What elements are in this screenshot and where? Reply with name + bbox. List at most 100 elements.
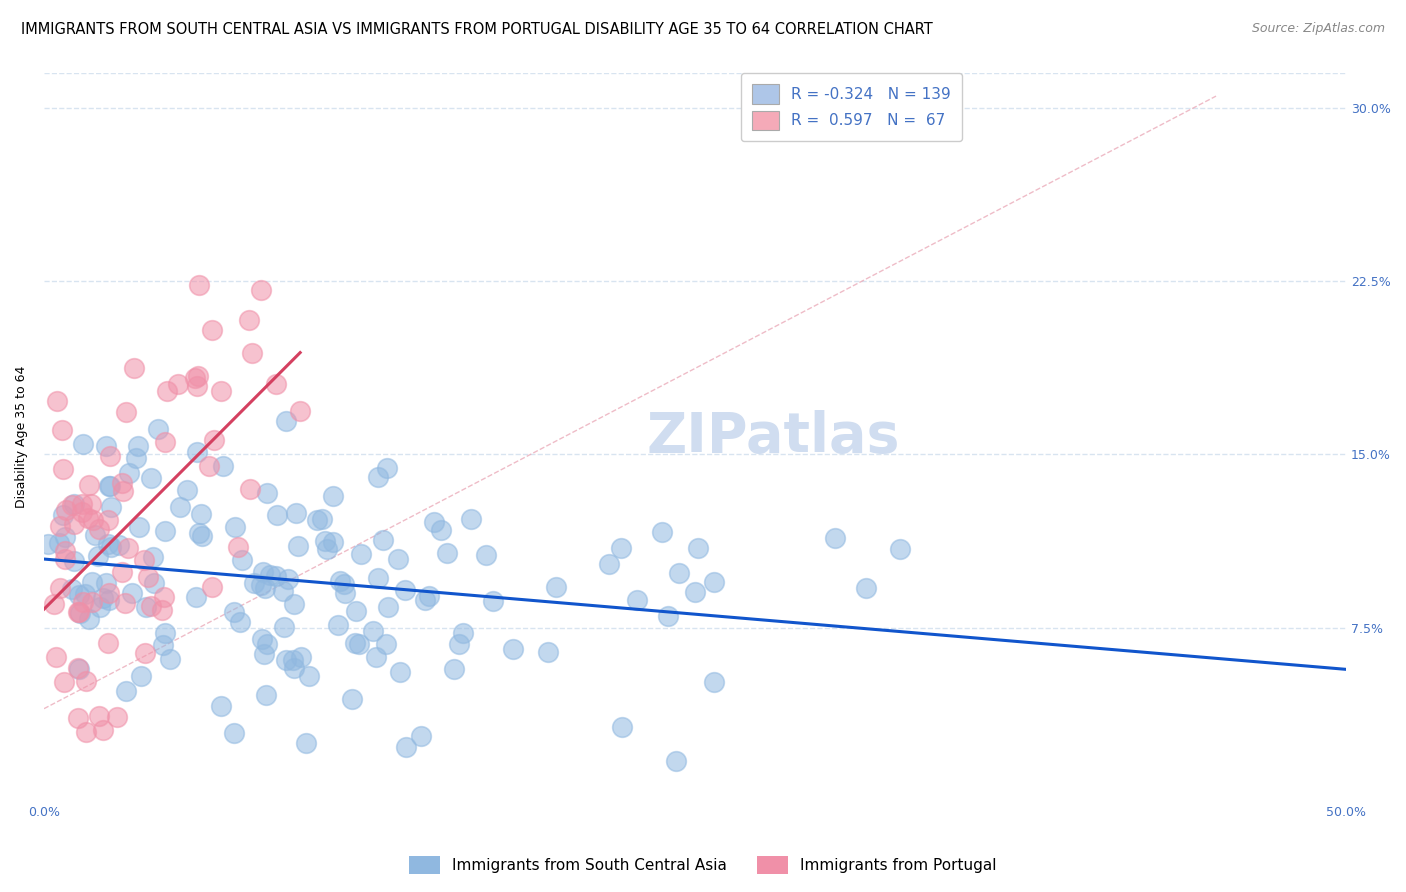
Point xyxy=(100,478,122,492)
Point xyxy=(134,646,156,660)
Point xyxy=(430,524,453,538)
Point xyxy=(349,547,371,561)
Point xyxy=(703,674,725,689)
Point xyxy=(824,531,846,545)
Point xyxy=(98,479,121,493)
Point xyxy=(118,467,141,481)
Point xyxy=(322,489,344,503)
Point xyxy=(191,529,214,543)
Point xyxy=(52,462,75,476)
Point xyxy=(143,575,166,590)
Point xyxy=(55,502,77,516)
Point xyxy=(63,554,86,568)
Point xyxy=(209,699,232,714)
Point xyxy=(42,597,65,611)
Point xyxy=(222,726,245,740)
Point xyxy=(657,609,679,624)
Point xyxy=(67,605,90,619)
Point xyxy=(186,379,208,393)
Point xyxy=(114,596,136,610)
Point xyxy=(60,498,83,512)
Point xyxy=(46,394,69,409)
Point xyxy=(340,692,363,706)
Point xyxy=(274,414,297,428)
Point xyxy=(89,600,111,615)
Point xyxy=(117,541,139,555)
Text: Source: ZipAtlas.com: Source: ZipAtlas.com xyxy=(1251,22,1385,36)
Point xyxy=(84,528,107,542)
Point xyxy=(93,723,115,737)
Point xyxy=(377,600,399,615)
Point xyxy=(475,548,498,562)
Point xyxy=(75,724,97,739)
Point xyxy=(329,574,352,588)
Point xyxy=(132,553,155,567)
Point xyxy=(53,530,76,544)
Point xyxy=(159,652,181,666)
Point xyxy=(367,571,389,585)
Point xyxy=(121,586,143,600)
Point xyxy=(153,626,176,640)
Point xyxy=(502,641,524,656)
Point xyxy=(184,591,207,605)
Point xyxy=(72,505,94,519)
Point xyxy=(297,669,319,683)
Point xyxy=(626,593,648,607)
Point xyxy=(111,565,134,579)
Point xyxy=(411,729,433,743)
Point xyxy=(124,360,146,375)
Point xyxy=(53,544,76,558)
Point xyxy=(190,508,212,522)
Point xyxy=(87,709,110,723)
Point xyxy=(129,669,152,683)
Point xyxy=(273,620,295,634)
Point xyxy=(169,500,191,514)
Text: IMMIGRANTS FROM SOUTH CENTRAL ASIA VS IMMIGRANTS FROM PORTUGAL DISABILITY AGE 35: IMMIGRANTS FROM SOUTH CENTRAL ASIA VS IM… xyxy=(21,22,932,37)
Point xyxy=(651,524,673,539)
Point xyxy=(105,710,128,724)
Text: ZIPatlas: ZIPatlas xyxy=(647,410,900,464)
Point xyxy=(48,536,70,550)
Point xyxy=(49,519,72,533)
Point xyxy=(344,604,367,618)
Point xyxy=(76,511,98,525)
Point xyxy=(63,497,86,511)
Point xyxy=(239,482,262,496)
Point xyxy=(335,586,357,600)
Point xyxy=(665,755,688,769)
Point xyxy=(451,626,474,640)
Point xyxy=(66,661,89,675)
Point xyxy=(413,592,436,607)
Point xyxy=(55,551,77,566)
Point xyxy=(125,451,148,466)
Point xyxy=(305,513,328,527)
Point xyxy=(394,582,416,597)
Point xyxy=(222,606,245,620)
Point xyxy=(80,595,103,609)
Point xyxy=(288,404,311,418)
Point xyxy=(97,586,120,600)
Point xyxy=(152,638,174,652)
Point xyxy=(271,584,294,599)
Point xyxy=(72,595,94,609)
Point xyxy=(436,546,458,560)
Point xyxy=(98,592,121,607)
Point xyxy=(238,312,260,326)
Point xyxy=(277,572,299,586)
Point xyxy=(361,624,384,638)
Point xyxy=(200,580,222,594)
Point xyxy=(63,517,86,532)
Point xyxy=(287,539,309,553)
Point xyxy=(111,484,134,499)
Point xyxy=(281,653,304,667)
Point xyxy=(115,404,138,418)
Point xyxy=(60,582,83,597)
Point xyxy=(209,384,232,399)
Point xyxy=(274,652,297,666)
Point xyxy=(202,433,225,447)
Point xyxy=(388,665,411,679)
Point xyxy=(108,538,131,552)
Point xyxy=(240,346,263,360)
Point xyxy=(322,534,344,549)
Point xyxy=(259,567,281,582)
